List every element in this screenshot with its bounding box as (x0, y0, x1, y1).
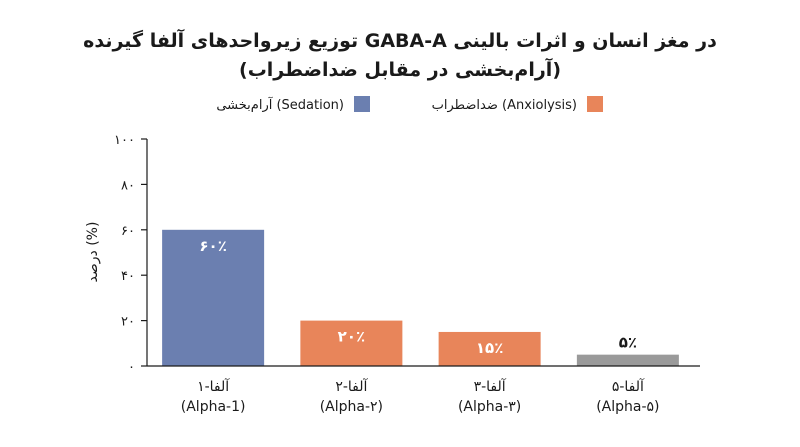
bars: ۶۰٪ ۲۰٪ ۱۵٪ ۵٪ (162, 229, 679, 366)
y-tick-label: ۴۰ (121, 269, 135, 284)
legend-label-anxiolysis: ضداضطراب (Anxiolysis) (432, 98, 577, 113)
legend-swatch-sedation (354, 96, 370, 112)
y-tick-label: ۱۰۰ (114, 133, 135, 148)
x-category-sublabel: (Alpha-۲) (320, 399, 383, 415)
legend-label-sedation: آرام‌بخشی (Sedation) (216, 96, 344, 113)
bar-1 (162, 229, 265, 366)
chart-title-line-1: توزیع زیرواحدهای آلفا گیرنده GABA-A در م… (83, 28, 717, 52)
bar-4 (576, 354, 679, 366)
chart-title-line-2: (آرام‌بخشی در مقابل ضداضطراب) (239, 57, 561, 81)
bar-2 (300, 320, 403, 366)
x-category-sublabel: (Alpha-۳) (458, 399, 521, 415)
x-category-sublabel: (Alpha-1) (181, 399, 246, 415)
bar-value-label: ۱۵٪ (476, 339, 503, 357)
bar-value-label: ۲۰٪ (338, 328, 365, 346)
x-category-label: آلفا-۳ (474, 378, 507, 395)
y-tick-label: ۶۰ (121, 224, 135, 239)
x-category-label: آلفا-۲ (335, 378, 368, 395)
y-axis-label: درصد (%) (85, 222, 101, 283)
bar-value-label: ۵٪ (619, 334, 637, 352)
x-axis-categories: آلفا-۱ (Alpha-1) آلفا-۲ (Alpha-۲) آلفا-۳ (Alp… (181, 378, 660, 415)
x-category-sublabel: (Alpha-۵) (596, 399, 659, 415)
y-axis-ticks: ۰ ۲۰ ۴۰ ۶۰ ۸۰ ۱۰۰ (114, 133, 147, 375)
y-tick-label: ۸۰ (121, 178, 135, 193)
x-category-label: آلفا-۵ (612, 378, 645, 395)
legend: آرام‌بخشی (Sedation) ضداضطراب (Anxiolysi… (216, 96, 603, 113)
x-category-label: آلفا-۱ (197, 378, 230, 395)
bar-3 (438, 331, 541, 366)
legend-swatch-anxiolysis (587, 96, 603, 112)
y-tick-label: ۰ (128, 360, 135, 375)
y-tick-label: ۲۰ (121, 315, 135, 330)
bar-value-label: ۶۰٪ (199, 237, 226, 255)
